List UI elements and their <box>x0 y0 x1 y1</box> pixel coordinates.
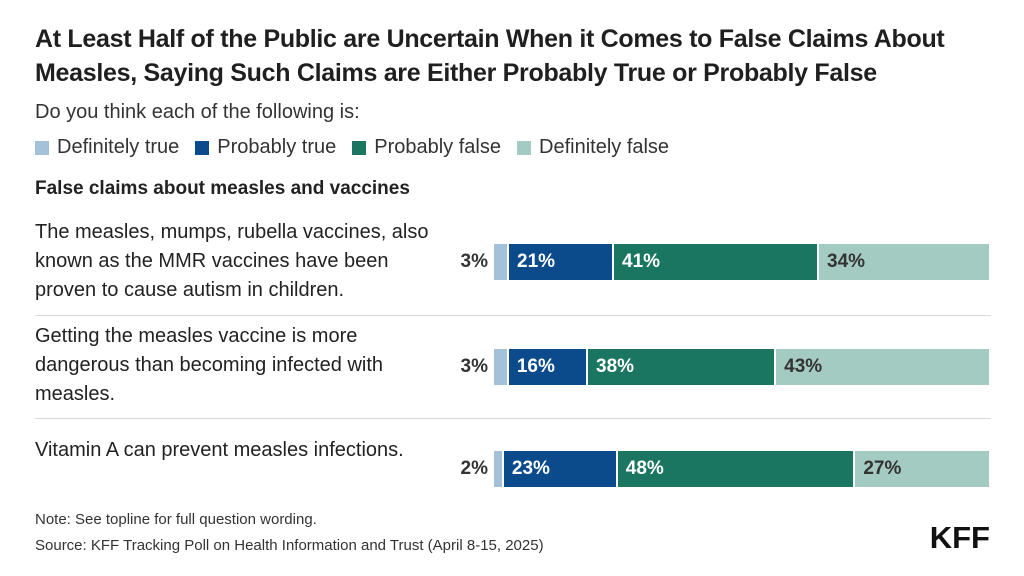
legend-label: Definitely true <box>57 136 180 158</box>
legend-swatch <box>352 140 367 155</box>
data-label: 27% <box>863 458 902 479</box>
legend-label: Definitely false <box>539 136 670 158</box>
bar-segment: 27% <box>855 451 989 487</box>
bar-segment: 43% <box>776 349 989 385</box>
bar-segment <box>494 244 509 280</box>
data-label: 43% <box>784 356 823 377</box>
legend-swatch <box>517 140 531 155</box>
bar-segment: 38% <box>588 349 777 385</box>
data-label: 23% <box>511 458 550 479</box>
bar-segment <box>494 451 504 487</box>
chart-subtitle: Do you think each of the following is: <box>35 101 360 123</box>
legend-item: Definitely true <box>35 136 179 159</box>
bar-row: 16% 38% 43% <box>494 349 989 385</box>
legend-swatch <box>195 140 210 155</box>
row-label: The measles, mumps, rubella vaccines, al… <box>35 221 429 301</box>
legend-item: Probably false <box>352 136 501 159</box>
row-label: Getting the measles vaccine is more dang… <box>35 325 384 405</box>
source: Source: KFF Tracking Poll on Health Info… <box>35 537 544 554</box>
data-label: 41% <box>622 251 661 272</box>
data-label: 3% <box>460 356 488 377</box>
bar-segment: 16% <box>508 349 589 385</box>
kff-logo: KFF <box>929 520 990 555</box>
legend-label: Probably true <box>217 136 337 158</box>
data-label: 38% <box>596 356 635 377</box>
data-label: 16% <box>516 356 555 377</box>
bar-row: 21% 41% 34% <box>494 244 989 280</box>
data-label: 48% <box>625 458 664 479</box>
data-label: 2% <box>460 458 488 479</box>
bar-segment: 23% <box>503 451 618 487</box>
bar-segment: 21% <box>509 244 614 280</box>
chart-title: At Least Half of the Public are Uncertai… <box>35 25 945 87</box>
legend-label: Probably false <box>374 136 501 158</box>
bar-segment: 41% <box>614 244 819 280</box>
row-label: Vitamin A can prevent measles infections… <box>35 439 404 461</box>
data-label: 3% <box>460 251 488 272</box>
legend-swatch <box>35 140 49 155</box>
row-divider <box>35 418 991 419</box>
note: Note: See topline for full question word… <box>35 511 317 528</box>
legend-item: Probably true <box>195 136 336 159</box>
data-label: 34% <box>827 251 866 272</box>
bar-segment: 34% <box>819 244 989 280</box>
bar-segment: 48% <box>617 451 856 487</box>
data-label: 21% <box>517 251 556 272</box>
bar-segment <box>494 349 509 385</box>
row-divider <box>35 315 991 316</box>
legend-item: Definitely false <box>517 136 669 159</box>
legend: Definitely true Probably true Probably fal… <box>35 136 685 159</box>
bar-row: 23% 48% 27% <box>494 451 989 487</box>
group-label: False claims about measles and vaccines <box>35 178 410 199</box>
